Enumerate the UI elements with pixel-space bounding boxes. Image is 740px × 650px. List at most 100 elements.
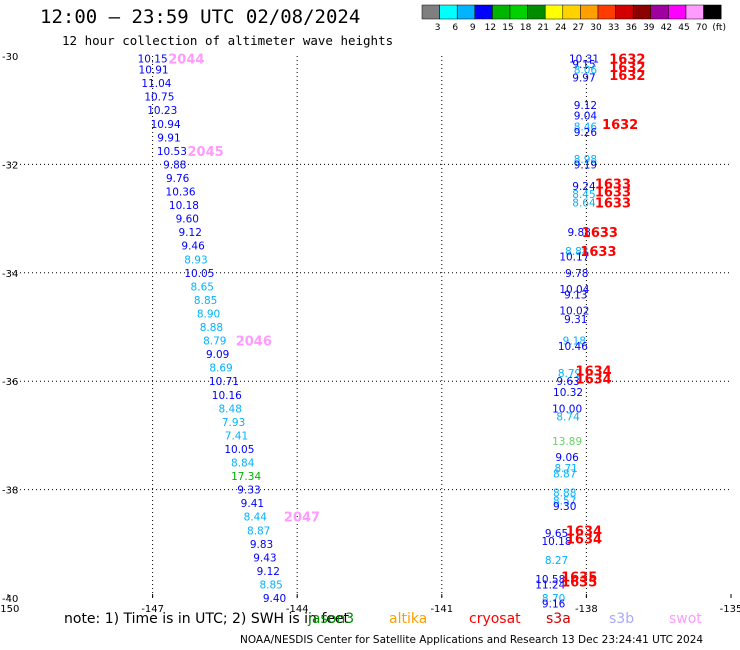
wave-height-label-right: 9.19 bbox=[574, 159, 597, 171]
wave-height-label-left: 8.85 bbox=[259, 579, 282, 591]
wave-height-label-left: 8.87 bbox=[247, 525, 270, 537]
y-tick-label: -32 bbox=[2, 160, 18, 171]
wave-height-label-right: 9.06 bbox=[555, 452, 579, 464]
colorbar-swatch bbox=[597, 4, 616, 20]
wave-height-label-right: 9.12 bbox=[574, 100, 597, 112]
wave-height-label-left: 9.41 bbox=[241, 498, 264, 510]
colorbar-label: 33 bbox=[608, 23, 619, 33]
colorbar-swatch bbox=[527, 4, 546, 20]
mission-altika: altika bbox=[389, 611, 428, 627]
colorbar-swatch bbox=[632, 4, 652, 20]
time-label-left: 2044 bbox=[168, 53, 204, 68]
colorbar-label: 9 bbox=[470, 23, 476, 33]
colorbar-label: 15 bbox=[502, 23, 513, 33]
colorbar-swatch bbox=[544, 4, 564, 20]
page-subtitle: 12 hour collection of altimeter wave hei… bbox=[62, 33, 394, 48]
wave-height-label-right: 13.89 bbox=[552, 436, 582, 448]
wave-height-label-right: 8.79 bbox=[558, 368, 581, 380]
wave-height-label-left: 8.44 bbox=[244, 512, 268, 524]
wave-height-label-right: 8.87 bbox=[553, 468, 576, 480]
mission-cryosat: cryosat bbox=[469, 611, 521, 627]
colorbar-swatch bbox=[456, 4, 476, 20]
wave-height-label-right: 8.88 bbox=[553, 487, 576, 499]
y-tick-label: -36 bbox=[2, 377, 18, 388]
mission-jason3: jason3 bbox=[308, 611, 355, 627]
wave-height-label-right: 8.70 bbox=[542, 593, 565, 605]
wave-height-label-right: 8.45 bbox=[572, 189, 595, 201]
wave-height-label-left: 9.83 bbox=[250, 539, 273, 551]
wave-height-label-left: 9.91 bbox=[157, 132, 180, 144]
wave-height-label-right: 10.04 bbox=[559, 284, 589, 296]
wave-height-label-left: 10.94 bbox=[151, 119, 181, 131]
time-label-right: 1632 bbox=[609, 69, 645, 84]
x-tick-label: -138 bbox=[575, 604, 598, 615]
colorbar-swatch bbox=[439, 4, 458, 20]
wave-height-label-left: 10.91 bbox=[139, 65, 169, 77]
wave-height-label-left: 9.40 bbox=[263, 593, 286, 605]
colorbar-label: 39 bbox=[643, 23, 655, 33]
colorbar-swatch bbox=[703, 4, 722, 20]
wave-height-label-left: 9.43 bbox=[253, 552, 276, 564]
colorbar-label: 30 bbox=[590, 23, 602, 33]
x-tick-label: -147 bbox=[141, 604, 164, 615]
wave-height-label-right: 8.27 bbox=[545, 555, 568, 567]
time-label-right: 1633 bbox=[582, 226, 618, 241]
wave-height-label-left: 8.93 bbox=[184, 254, 207, 266]
wave-height-label-right: 9.97 bbox=[572, 73, 595, 85]
wave-height-label-left: 10.15 bbox=[138, 54, 168, 66]
x-tick-label: -141 bbox=[430, 604, 453, 615]
wave-height-label-left: 10.53 bbox=[157, 146, 187, 158]
wave-height-label-left: 10.05 bbox=[224, 444, 254, 456]
wave-height-label-right: 10.31 bbox=[569, 54, 599, 66]
colorbar-swatch bbox=[580, 4, 599, 20]
mission-s3b: s3b bbox=[609, 611, 635, 627]
wave-height-label-left: 10.23 bbox=[147, 105, 177, 117]
wave-height-label-right: 9.30 bbox=[553, 501, 576, 513]
wave-height-label-left: 9.12 bbox=[179, 227, 202, 239]
colorbar-swatch bbox=[615, 4, 634, 20]
time-label-left: 2045 bbox=[188, 145, 224, 160]
wave-height-label-left: 9.46 bbox=[181, 241, 205, 253]
wave-height-label-right: 8.64 bbox=[572, 197, 596, 209]
colorbar-label: (ft) bbox=[712, 23, 726, 33]
wave-height-label-right: 9.15 bbox=[572, 59, 595, 71]
wave-height-label-left: 8.69 bbox=[209, 363, 232, 375]
colorbar-swatch bbox=[509, 4, 528, 20]
colorbar-label: 42 bbox=[661, 23, 672, 33]
wave-height-label-left: 10.18 bbox=[169, 200, 199, 212]
wave-height-label-left: 10.71 bbox=[209, 376, 239, 388]
wave-height-label-right: 9.88 bbox=[567, 227, 590, 239]
colorbar-swatch bbox=[474, 4, 493, 20]
wave-height-label-right: 11.24 bbox=[535, 579, 565, 591]
time-label-right: 1632 bbox=[609, 61, 645, 76]
wave-height-label-right: 8.74 bbox=[556, 411, 580, 423]
wave-height-label-left: 8.79 bbox=[203, 336, 226, 348]
wave-height-label-right: 8.57 bbox=[553, 495, 576, 507]
x-tick-label: -150 bbox=[0, 604, 19, 615]
time-label-right: 1634 bbox=[566, 524, 602, 539]
wave-height-label-left: 8.48 bbox=[219, 403, 242, 415]
time-label-right: 1632 bbox=[602, 118, 638, 133]
time-label-right: 1633 bbox=[580, 245, 616, 260]
wave-height-label-right: 9.65 bbox=[545, 528, 568, 540]
colorbar-swatch bbox=[685, 4, 704, 20]
wave-height-label-right: 9.13 bbox=[564, 289, 587, 301]
wave-height-label-left: 9.33 bbox=[237, 485, 260, 497]
colorbar-swatch bbox=[562, 4, 581, 20]
colorbar-label: 18 bbox=[520, 23, 532, 33]
wave-height-label-right: 8.71 bbox=[554, 463, 577, 475]
wave-height-label-left: 8.65 bbox=[191, 281, 214, 293]
wave-height-label-right: 8.98 bbox=[574, 154, 597, 166]
note-text: note: 1) Time is in UTC; 2) SWH is in fe… bbox=[64, 611, 350, 627]
wave-height-label-right: 8.46 bbox=[574, 121, 598, 133]
colorbar-swatch bbox=[668, 4, 687, 20]
colorbar-label: 3 bbox=[435, 23, 441, 33]
wave-height-label-left: 10.75 bbox=[144, 92, 174, 104]
time-label-right: 1634 bbox=[576, 372, 612, 387]
time-label-right: 1635 bbox=[561, 570, 597, 585]
time-label-right: 1633 bbox=[595, 196, 631, 211]
wave-height-label-left: 11.04 bbox=[141, 78, 171, 90]
wave-height-label-left: 10.05 bbox=[184, 268, 214, 280]
wave-height-label-right: 9.16 bbox=[542, 598, 566, 610]
